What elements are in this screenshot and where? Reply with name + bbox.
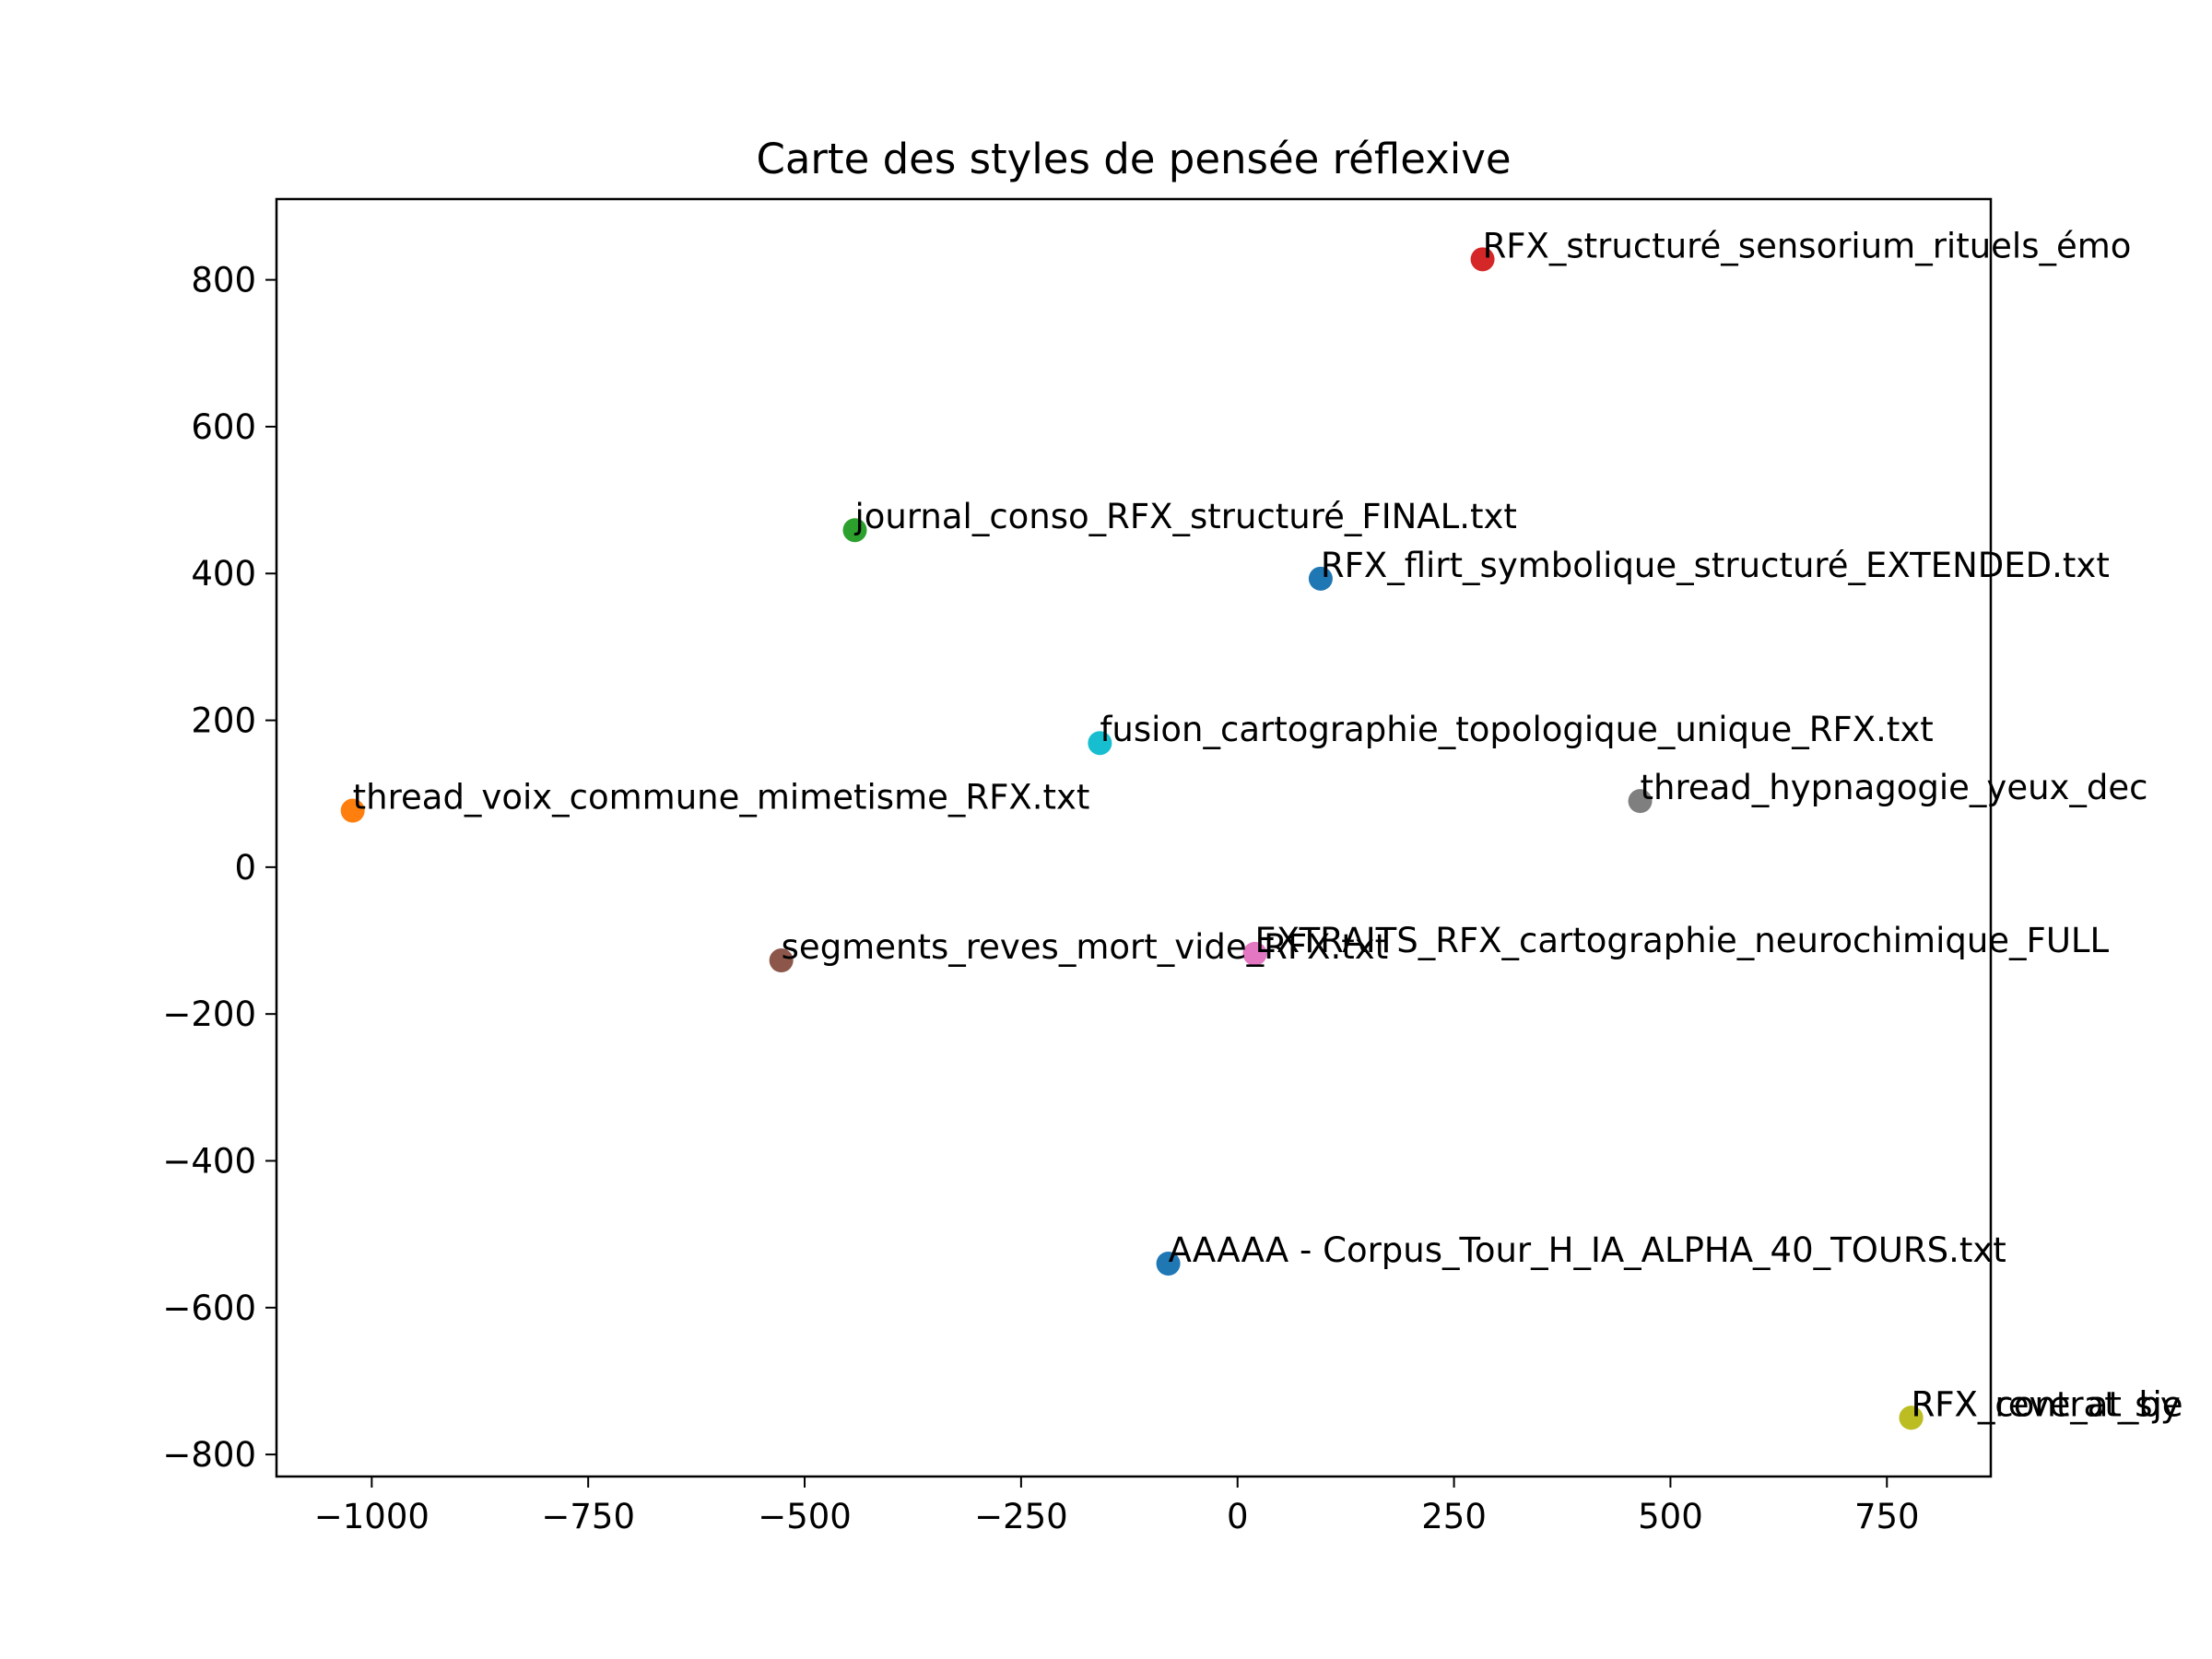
data-points [340,247,1924,1430]
y-tick-label: 400 [191,554,256,594]
data-point [1899,1406,1924,1430]
x-tick-label: 250 [1421,1497,1487,1536]
point-label: thread_hypnagogie_yeux_dec [1641,768,2148,807]
y-axis: −800 −600 −400 −200 0 200 400 600 800 [162,261,276,1475]
point-label: thread_voix_commune_mimetisme_RFX.txt [353,778,1090,818]
point-label: AAAAA - Corpus_Tour_H_IA_ALPHA_40_TOURS.… [1169,1230,2006,1270]
y-tick-label: 0 [234,848,256,888]
data-point [769,948,794,973]
data-point [1308,566,1333,591]
x-axis: −1000 −750 −500 −250 0 250 500 750 [314,1477,1920,1536]
x-tick-label: −1000 [314,1497,429,1536]
y-tick-label: −600 [162,1288,256,1328]
point-label: RFX_reve_at_by [1912,1384,2181,1424]
y-tick-label: −800 [162,1435,256,1475]
data-point [1156,1252,1181,1276]
data-point [1628,789,1653,814]
point-label: journal_conso_RFX_structuré_FINAL.txt [854,497,1517,536]
x-tick-label: −250 [974,1497,1068,1536]
chart-title: Carte des styles de pensée réflexive [756,135,1511,183]
data-point [1470,247,1495,272]
data-point [1088,731,1112,756]
point-label: RFX_flirt_symbolique_structuré_EXTENDED.… [1321,546,2110,585]
x-tick-label: −750 [541,1497,635,1536]
data-point [340,798,365,823]
y-tick-label: −200 [162,994,256,1034]
plot-frame [275,197,1993,1478]
x-tick-label: 750 [1854,1497,1920,1536]
point-label: RFX_contrat_sje [1912,1384,2183,1424]
data-point [1242,941,1267,966]
y-tick-label: 800 [191,261,256,300]
y-tick-label: 200 [191,701,256,741]
y-tick-label: −400 [162,1141,256,1181]
x-tick-label: 500 [1638,1497,1703,1536]
data-point [842,518,867,543]
point-label: fusion_cartographie_topologique_unique_R… [1100,710,1933,749]
point-label: segments_reves_mort_vide_RFX.txt [782,927,1389,967]
point-labels: RFX_structuré_sensorium_rituels_émojourn… [353,226,2183,1424]
point-label: RFX_structuré_sensorium_rituels_émo [1483,226,2132,265]
y-tick-label: 600 [191,407,256,447]
x-tick-label: −500 [758,1497,852,1536]
point-label: EXTRAITS_RFX_cartographie_neurochimique_… [1255,921,2110,960]
x-tick-label: 0 [1227,1497,1249,1536]
